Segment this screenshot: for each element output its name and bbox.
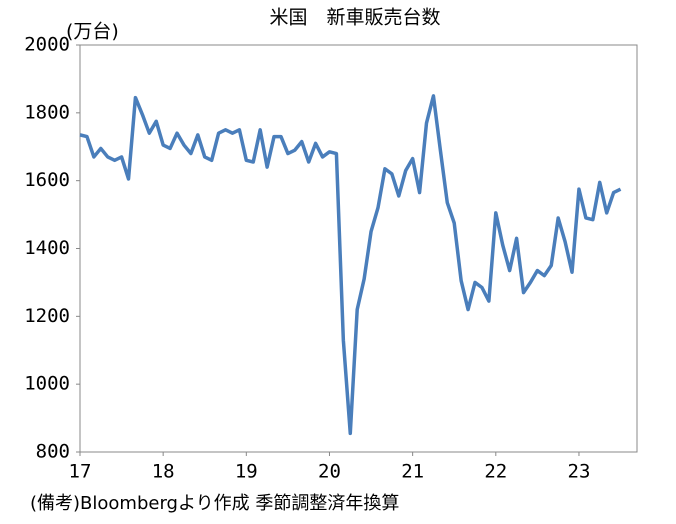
y-tick-label: 1200 [24,305,70,327]
x-tick-label: 22 [484,461,507,483]
x-tick-label: 17 [69,461,92,483]
y-tick-label: 1600 [24,169,70,191]
x-tick-label: 23 [568,461,591,483]
note: (備考)Bloombergより作成 季節調整済年換算 [30,493,399,514]
y-axis-label: (万台) [66,21,119,43]
x-tick-label: 21 [401,461,424,483]
x-tick-label: 20 [318,461,341,483]
y-tick-label: 1800 [24,101,70,123]
x-tick-label: 19 [235,461,258,483]
y-tick-label: 2000 [24,34,70,56]
y-tick-label: 1400 [24,237,70,259]
y-tick-label: 800 [36,441,70,463]
x-tick-label: 18 [152,461,175,483]
y-tick-label: 1000 [24,373,70,395]
chart-title: 米国 新車販売台数 [269,7,440,29]
line [79,94,622,436]
